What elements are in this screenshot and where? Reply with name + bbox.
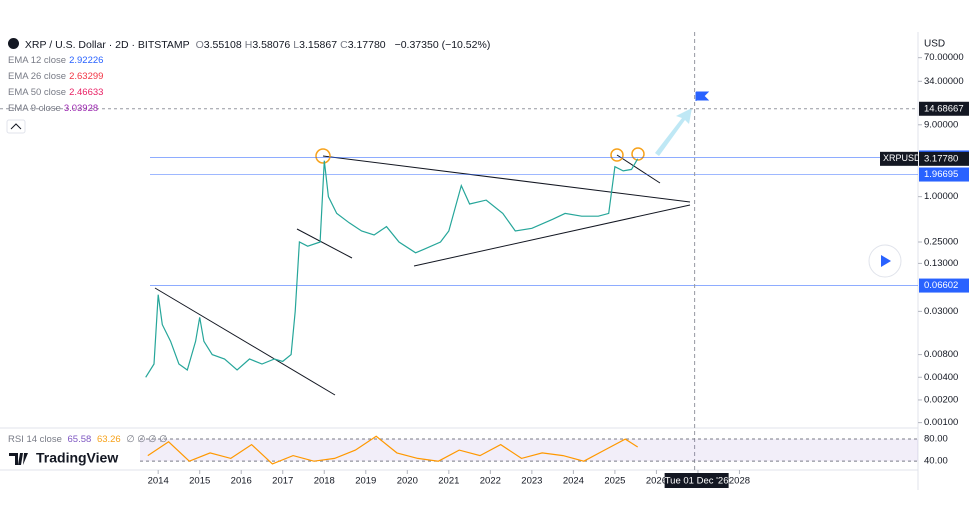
level-label: 14.68667 <box>924 103 964 114</box>
indicator-value: 3.03928 <box>63 103 99 114</box>
x-tick-label: 2016 <box>231 476 252 487</box>
x-tick-label: 2026 <box>646 476 667 487</box>
y-tick-label: 0.00400 <box>924 372 958 383</box>
x-tick-label: 2017 <box>272 476 293 487</box>
indicator-value: 2.63299 <box>69 71 104 82</box>
indicator-name: EMA 9 close <box>8 103 61 114</box>
x-tick-label: 2028 <box>729 476 750 487</box>
rsi-legend: RSI 14 close 65.58 63.26 ∅ ∅ ∅ ∅ <box>8 434 170 445</box>
trendline <box>413 204 691 267</box>
y-tick-label: 0.13000 <box>924 258 958 269</box>
rsi-tick-label: 40.00 <box>924 456 948 467</box>
highlight-circle <box>610 148 624 162</box>
x-tick-label: 2018 <box>314 476 335 487</box>
highlight-circle <box>315 148 331 164</box>
level-label: 0.06602 <box>924 280 958 291</box>
highlight-circle <box>631 147 645 161</box>
symbol-pill <box>880 151 918 166</box>
header: XRP / U.S. Dollar · 2D · BITSTAMP O3.551… <box>8 38 493 51</box>
ohlc-value: 3.58076 <box>252 39 291 51</box>
y-tick-label: 0.00200 <box>924 394 958 405</box>
level-box <box>919 278 969 293</box>
price-line <box>145 158 639 378</box>
ohlc-key: L <box>293 39 300 51</box>
y-tick-label: 0.00100 <box>924 417 958 428</box>
rsi-line <box>147 435 639 465</box>
flag <box>695 91 710 101</box>
rsi-value: 63.26 <box>96 434 121 445</box>
last-price-label: 3.17780 <box>924 153 958 164</box>
symbol: XRP / U.S. Dollar · 2D · BITSTAMP <box>24 39 190 51</box>
x-tick-label: 2019 <box>355 476 376 487</box>
x-tick-label: 2022 <box>480 476 501 487</box>
crosshair-box <box>664 473 729 488</box>
ohlc-key: O <box>195 39 204 51</box>
indicator-value: 2.92226 <box>69 55 104 66</box>
y-tick-label: 1.00000 <box>924 191 958 202</box>
symbol-icon <box>8 38 19 49</box>
y-tick-label: 34.00000 <box>924 76 964 87</box>
trendline <box>616 154 661 184</box>
y-tick-label: 70.00000 <box>924 52 964 63</box>
indicator-row: EMA 12 close 2.92226 <box>8 55 106 66</box>
collapse-icon <box>10 123 22 130</box>
ohlc-key: C <box>340 39 348 51</box>
trendline <box>322 155 691 203</box>
level-box <box>919 167 969 182</box>
indicator-row: EMA 9 close 3.03928 <box>8 103 101 114</box>
indicator-name: EMA 12 close <box>8 55 67 66</box>
last-price-box <box>919 151 969 166</box>
indicator-row: EMA 50 close 2.46633 <box>8 87 106 98</box>
y-tick-label: 0.03000 <box>924 306 958 317</box>
circles <box>315 147 645 164</box>
projection-arrow <box>655 108 692 156</box>
ohlc-value: 3.17780 <box>347 39 386 51</box>
ohlc-key: H <box>244 39 253 51</box>
play-icon <box>881 255 891 267</box>
change: −0.37350 (−10.52%) <box>394 39 491 51</box>
crosshair-label: Tue 01 Dec '26 <box>665 476 729 487</box>
x-tick-label: 2023 <box>521 476 542 487</box>
logo-icon <box>9 453 28 465</box>
drawings <box>154 154 691 396</box>
rsi-band <box>140 439 918 462</box>
x-tick-label: 2021 <box>438 476 459 487</box>
level-label: 1.96695 <box>924 169 958 180</box>
collapse-button[interactable] <box>6 119 26 134</box>
level-box <box>919 101 969 116</box>
x-tick-label: 2014 <box>148 476 169 487</box>
rsi-extra: ∅ ∅ ∅ ∅ <box>126 434 168 445</box>
x-tick-label: 2020 <box>397 476 418 487</box>
rsi-name: RSI 14 close <box>8 434 62 445</box>
ohlc-value: 3.55108 <box>203 39 242 51</box>
ohlc: O3.55108 H3.58076 L3.15867 C3.17780 <box>196 39 389 51</box>
indicator-name: EMA 26 close <box>8 71 67 82</box>
indicator-name: EMA 50 close <box>8 87 67 98</box>
trendline <box>296 228 353 259</box>
y-tick-label: 0.25000 <box>924 237 958 248</box>
x-tick-label: 2024 <box>563 476 584 487</box>
y-tick-label: 9.00000 <box>924 119 958 130</box>
x-tick-label: 2015 <box>189 476 210 487</box>
indicator-value: 2.46633 <box>69 87 104 98</box>
logo: TradingView <box>36 450 118 466</box>
y-tick-label: 0.00800 <box>924 349 958 360</box>
x-tick-label: 2025 <box>604 476 625 487</box>
ohlc-value: 3.15867 <box>299 39 338 51</box>
trendline <box>154 287 336 396</box>
currency: USD <box>924 39 945 50</box>
symbol-pill-label: XRPUSD <box>883 153 921 163</box>
rsi-value: 65.58 <box>67 434 92 445</box>
rsi-tick-label: 80.00 <box>924 434 948 445</box>
indicator-row: EMA 26 close 2.63299 <box>8 71 106 82</box>
